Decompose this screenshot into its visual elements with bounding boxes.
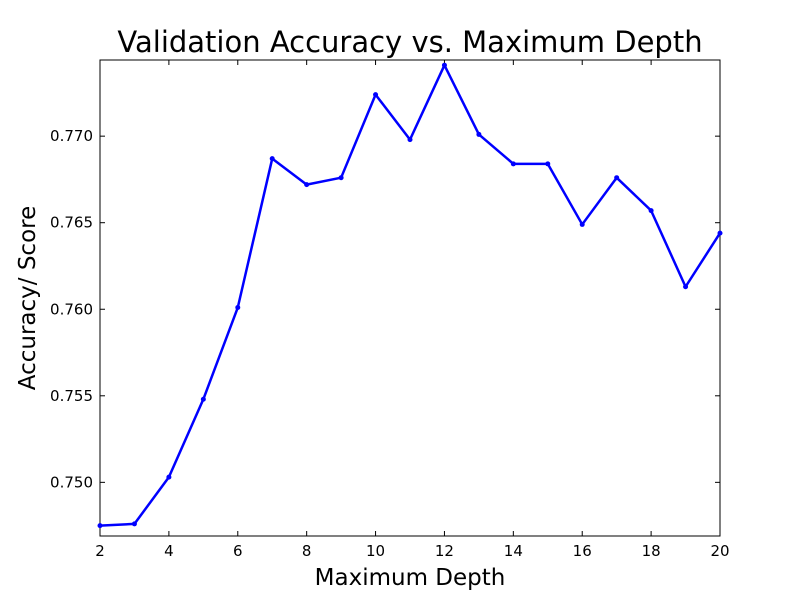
series-line — [99, 63, 722, 527]
data-point — [510, 161, 516, 167]
data-point — [648, 208, 654, 214]
x-tick-label: 6 — [233, 542, 243, 560]
data-point — [131, 521, 137, 527]
data-point — [614, 175, 620, 181]
x-tick-label: 4 — [164, 542, 174, 560]
chart-title: Validation Accuracy vs. Maximum Depth — [117, 25, 702, 59]
x-tick-label: 8 — [302, 542, 312, 560]
y-tick-label: 0.760 — [50, 300, 93, 318]
x-tick-label: 12 — [435, 542, 454, 560]
data-point — [373, 92, 379, 98]
x-tick-label: 16 — [573, 542, 592, 560]
data-point — [269, 156, 275, 162]
x-tick-label: 2 — [95, 542, 105, 560]
data-point — [166, 474, 172, 480]
plot-frame — [99, 59, 721, 537]
x-tick-label: 20 — [710, 542, 729, 560]
data-point — [97, 523, 103, 529]
data-point — [304, 182, 310, 188]
y-tick-label: 0.755 — [50, 387, 93, 405]
plot-area: 2 4 6 8 10 12 14 16 18 20 0.750 0.755 0.760 0.765 0.77… — [50, 59, 730, 560]
data-point — [476, 131, 482, 137]
y-tick-label: 0.770 — [50, 127, 93, 145]
data-point — [717, 230, 723, 236]
data-point — [441, 62, 447, 68]
data-point — [579, 221, 585, 227]
y-tick-label: 0.765 — [50, 214, 93, 232]
x-tick-label: 10 — [366, 542, 385, 560]
data-point — [545, 161, 551, 167]
y-tick-label: 0.750 — [50, 473, 93, 491]
x-tick-label: 14 — [504, 542, 523, 560]
data-point — [235, 305, 241, 311]
data-point — [683, 284, 689, 290]
x-tick-label: 18 — [642, 542, 661, 560]
y-axis-label: Accuracy/ Score — [15, 206, 41, 390]
data-point — [200, 396, 206, 402]
data-point — [338, 175, 344, 181]
x-axis-label: Maximum Depth — [315, 565, 506, 591]
data-point — [407, 137, 413, 143]
